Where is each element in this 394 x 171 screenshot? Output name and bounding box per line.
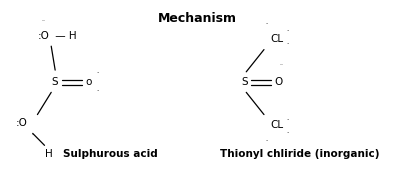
Text: H: H: [45, 149, 52, 159]
Text: S: S: [241, 77, 247, 87]
Text: ··: ··: [266, 138, 269, 143]
Text: O: O: [274, 77, 282, 87]
Text: ·: ·: [286, 117, 289, 123]
Text: o: o: [85, 77, 91, 87]
Text: :O: :O: [16, 118, 28, 128]
Text: ·: ·: [286, 130, 289, 136]
Text: Thionyl chliride (inorganic): Thionyl chliride (inorganic): [220, 149, 379, 159]
Text: ·: ·: [286, 41, 289, 48]
Text: CL: CL: [270, 120, 283, 130]
Text: ··: ··: [279, 62, 283, 68]
Text: ··: ··: [42, 18, 46, 23]
Text: — H: — H: [52, 31, 76, 41]
Text: CL: CL: [270, 34, 283, 44]
Text: :O: :O: [37, 31, 49, 41]
Text: ·: ·: [32, 132, 34, 138]
Text: ·: ·: [286, 28, 289, 34]
Text: ··: ··: [266, 21, 269, 27]
Text: S: S: [52, 77, 58, 87]
Text: Sulphurous acid: Sulphurous acid: [63, 149, 158, 159]
Text: Mechanism: Mechanism: [158, 12, 236, 25]
Text: ·: ·: [96, 70, 98, 77]
Text: ·: ·: [96, 88, 98, 94]
